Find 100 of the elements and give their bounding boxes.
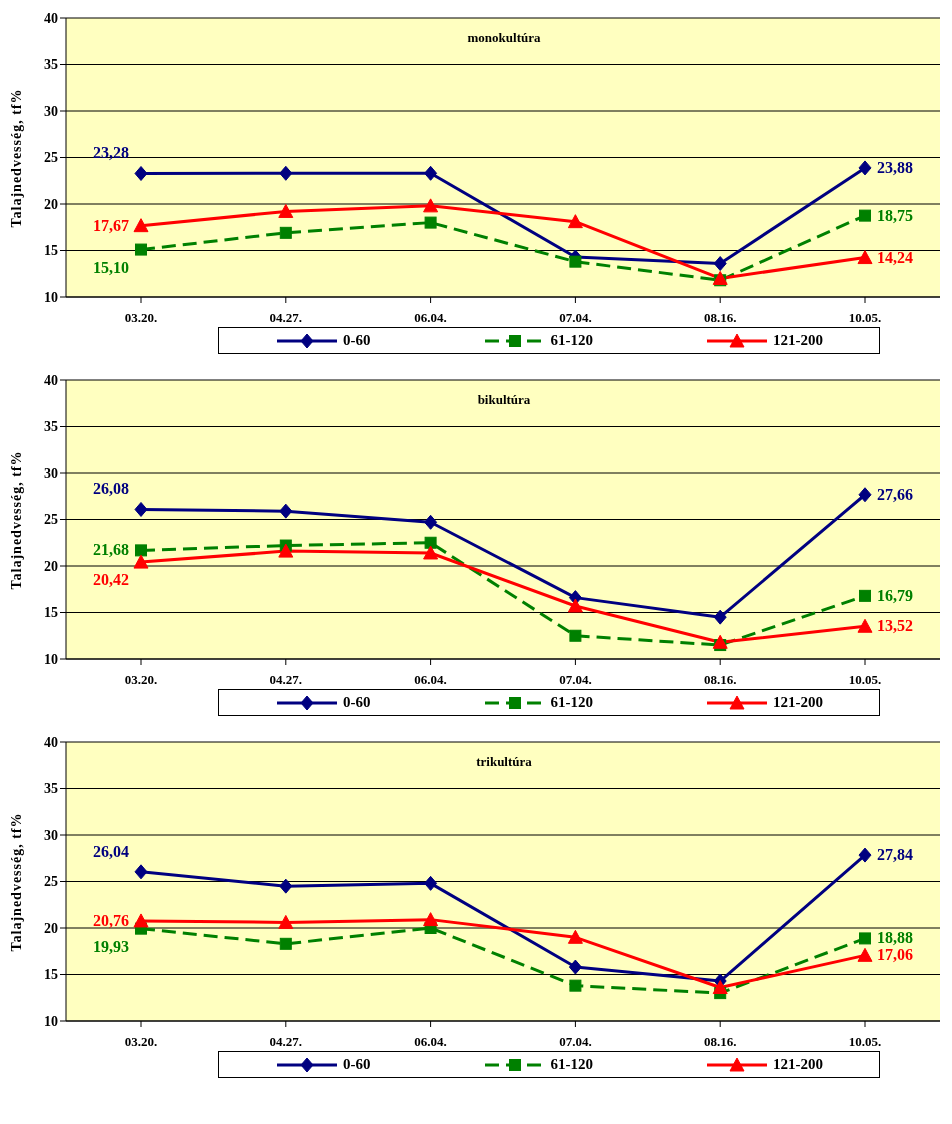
data-label: 16,79 [877, 586, 913, 604]
x-tick-label: 08.16. [703, 672, 737, 688]
y-tick-label: 15 [44, 967, 58, 983]
point [424, 875, 438, 891]
y-tick-label: 30 [44, 465, 58, 481]
legend-label: 121-200 [773, 332, 823, 349]
y-tick-label: 25 [44, 874, 58, 890]
x-tick-label: 04.27. [269, 1034, 303, 1050]
x-tick-label: 07.04. [559, 1034, 592, 1050]
data-label: 18,88 [877, 929, 913, 947]
data-label: 23,88 [877, 158, 913, 176]
data-label: 13,52 [877, 617, 913, 635]
point [423, 912, 439, 927]
point [713, 256, 727, 272]
y-tick-label: 30 [44, 827, 58, 843]
x-tick-label: 06.04. [414, 1034, 447, 1050]
point [134, 864, 148, 880]
data-label: 15,10 [93, 258, 129, 276]
point [713, 609, 727, 625]
data-label: 17,67 [93, 216, 129, 234]
point [279, 165, 293, 181]
point [857, 250, 873, 265]
point [278, 543, 294, 558]
x-tick-label: 03.20. [124, 672, 158, 688]
point [278, 203, 294, 218]
y-tick-label: 40 [44, 372, 58, 388]
y-tick-label: 35 [44, 57, 58, 73]
legend-label: 0-60 [343, 694, 371, 711]
point [859, 209, 871, 222]
point [858, 487, 872, 503]
y-tick-label: 35 [44, 419, 58, 435]
point [134, 501, 148, 517]
point [279, 937, 292, 950]
point [424, 514, 438, 530]
point [423, 545, 439, 560]
point [567, 929, 583, 944]
x-tick-label: 10.05. [848, 310, 882, 326]
data-label: 17,06 [877, 946, 913, 964]
point [712, 634, 728, 649]
y-tick-label: 10 [44, 289, 58, 305]
legend-label: 61-120 [550, 694, 593, 711]
point [135, 243, 147, 256]
data-label: 14,24 [877, 248, 913, 266]
point [279, 878, 293, 894]
point [712, 980, 728, 995]
y-axis-title: Talajnedvesség, tf% [8, 812, 24, 952]
point [859, 932, 871, 945]
data-label: 26,08 [93, 480, 129, 498]
legend-label: 0-60 [343, 332, 371, 349]
data-label: 19,93 [93, 937, 129, 955]
y-tick-label: 15 [44, 243, 58, 259]
point [569, 979, 582, 992]
y-tick-label: 20 [44, 920, 58, 936]
point [424, 165, 438, 181]
y-axis-title: Talajnedvesség, tf% [8, 88, 24, 228]
y-tick-label: 35 [44, 781, 58, 797]
x-tick-label: 04.27. [269, 672, 303, 688]
point [134, 166, 148, 181]
legend-label: 61-120 [550, 1056, 593, 1073]
x-tick-label: 07.04. [559, 310, 592, 326]
data-label: 20,76 [93, 911, 129, 929]
x-tick-label: 10.05. [848, 1034, 882, 1050]
legend-label: 0-60 [343, 1056, 371, 1073]
point [567, 214, 583, 229]
point [135, 544, 147, 557]
x-tick-label: 08.16. [703, 310, 737, 326]
data-label: 27,84 [877, 846, 913, 864]
x-tick-label: 06.04. [414, 672, 447, 688]
y-axis-title: Talajnedvesség, tf% [8, 450, 24, 590]
y-tick-label: 20 [44, 558, 58, 574]
y-tick-label: 10 [44, 1013, 58, 1029]
y-tick-label: 10 [44, 651, 58, 667]
y-tick-label: 40 [44, 734, 58, 750]
x-tick-label: 03.20. [124, 310, 158, 326]
point [424, 216, 437, 229]
point [279, 503, 293, 519]
data-label: 18,75 [877, 206, 913, 224]
legend-label: 121-200 [773, 1056, 823, 1073]
point [279, 226, 292, 239]
x-tick-label: 04.27. [269, 310, 303, 326]
point [133, 913, 149, 928]
point [568, 959, 582, 975]
point [712, 270, 728, 285]
data-label: 20,42 [93, 571, 129, 589]
legend-label: 121-200 [773, 694, 823, 711]
point [857, 947, 873, 962]
x-tick-label: 03.20. [124, 1034, 158, 1050]
data-label: 26,04 [93, 842, 129, 860]
text: bikultúra [476, 392, 532, 408]
point [857, 618, 873, 633]
data-label: 21,68 [93, 541, 129, 559]
point [858, 847, 872, 863]
x-tick-label: 07.04. [559, 672, 592, 688]
point [423, 198, 439, 213]
point [859, 589, 871, 602]
y-tick-label: 15 [44, 605, 58, 621]
y-tick-label: 25 [44, 512, 58, 528]
x-tick-label: 10.05. [848, 672, 882, 688]
y-tick-label: 40 [44, 10, 58, 26]
data-label: 27,66 [877, 485, 913, 503]
